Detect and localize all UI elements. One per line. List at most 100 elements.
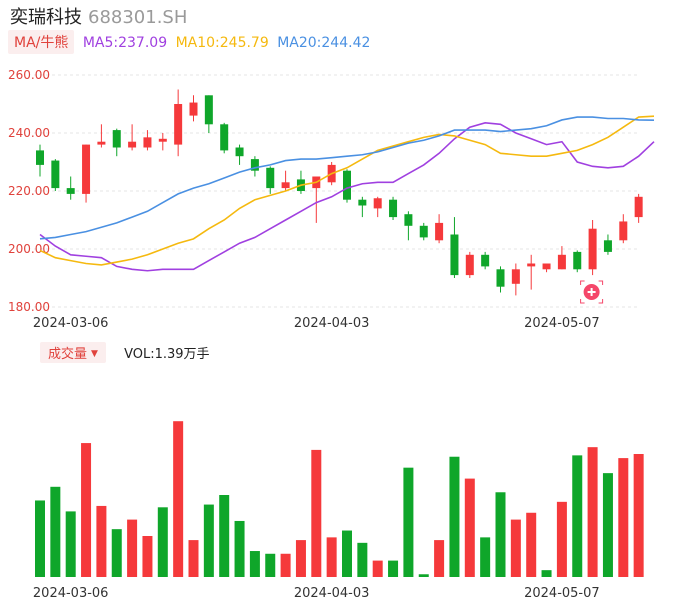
volume-bar <box>65 511 76 577</box>
ma20-legend: MA20:244.42 <box>277 35 371 51</box>
volume-bar <box>403 467 414 577</box>
price-grid <box>34 74 640 308</box>
volume-bar <box>526 512 537 577</box>
x-tick-label: 2024-05-07 <box>524 586 600 601</box>
badge-frame <box>580 280 604 304</box>
volume-bar <box>249 551 260 577</box>
volume-bar <box>388 560 399 577</box>
ma10-legend: MA10:245.79 <box>175 35 269 51</box>
candle-up <box>435 222 444 241</box>
candle-up <box>373 198 382 209</box>
candle-down <box>603 240 612 252</box>
y-tick-label: 220.00 <box>8 184 50 198</box>
volume-bar <box>111 529 122 577</box>
volume-bar <box>618 458 629 577</box>
ma5-legend: MA5:237.09 <box>82 35 168 51</box>
candle-up <box>143 137 152 148</box>
volume-bar <box>434 540 445 577</box>
volume-indicator-label: 成交量 <box>48 347 88 362</box>
date-axis: 2024-03-06 2024-04-03 2024-05-07 <box>33 316 600 331</box>
x-tick-label: 2024-05-07 <box>524 316 600 331</box>
stock-title: 奕瑞科技 688301.SH <box>10 3 187 29</box>
candle-up <box>158 138 167 142</box>
y-tick-label: 180.00 <box>8 300 50 314</box>
y-tick-label: 200.00 <box>8 242 50 256</box>
badge-mark <box>590 288 593 296</box>
volume-bar <box>495 492 506 577</box>
volume-bar <box>510 519 521 577</box>
volume-bar <box>602 473 613 577</box>
candle-up <box>82 144 91 194</box>
candle-down <box>250 159 259 171</box>
ma-toggle-button[interactable]: MA/牛熊 <box>8 30 75 54</box>
candle-down <box>573 251 582 270</box>
candle-down <box>343 170 351 200</box>
candle-down <box>481 254 490 267</box>
volume-bar <box>157 507 168 577</box>
volume-bar <box>188 540 199 577</box>
volume-bar <box>587 447 598 577</box>
stock-name: 奕瑞科技 <box>10 7 82 28</box>
volume-bar <box>541 570 552 577</box>
x-tick-label: 2024-04-03 <box>294 586 370 601</box>
ma5-line <box>39 122 655 272</box>
candle-up <box>542 263 551 270</box>
volume-bar <box>311 449 322 577</box>
volume-bar <box>480 537 491 577</box>
volume-bar <box>219 495 230 577</box>
ma-lines <box>39 115 655 272</box>
volume-bar <box>633 454 644 577</box>
candle-up <box>189 102 198 116</box>
y-tick-label: 240.00 <box>8 126 50 140</box>
candle-up <box>97 141 106 145</box>
candle-down <box>419 225 428 238</box>
candle-up <box>557 254 566 270</box>
candle-up <box>588 228 597 270</box>
candle-up <box>174 104 183 145</box>
volume-bar <box>464 478 475 577</box>
x-tick-label: 2024-04-03 <box>294 316 370 331</box>
candle-up <box>281 182 290 189</box>
candle-up <box>465 254 474 276</box>
caret-down-icon: ▼ <box>91 349 98 359</box>
volume-bar <box>326 537 337 577</box>
stock-code: 688301.SH <box>88 7 188 28</box>
candle-down <box>358 199 367 206</box>
x-tick-label: 2024-03-06 <box>33 586 109 601</box>
volume-legend: 成交量 ▼ VOL:1.39万手 <box>40 342 210 363</box>
volume-bar <box>50 486 61 577</box>
volume-bar <box>142 536 153 577</box>
ma20-line <box>39 116 655 240</box>
volume-date-axis: 2024-03-06 2024-04-03 2024-05-07 <box>33 586 600 601</box>
candle-down <box>266 167 275 189</box>
volume-bar <box>203 504 214 577</box>
x-tick-label: 2024-03-06 <box>33 316 109 331</box>
volume-indicator-button[interactable]: 成交量 ▼ <box>40 342 106 363</box>
candle-up <box>511 269 520 284</box>
volume-bar <box>556 501 567 577</box>
volume-bar <box>280 553 291 577</box>
volume-bar <box>173 421 184 577</box>
candle-down <box>66 188 75 194</box>
volume-bar <box>265 553 276 577</box>
candle-down <box>204 95 213 125</box>
candle-down <box>389 199 398 218</box>
volume-bar <box>81 443 92 577</box>
event-badge-icon[interactable] <box>580 280 604 304</box>
volume-bar <box>372 560 383 577</box>
volume-bar <box>295 540 306 577</box>
candle-up <box>527 263 536 267</box>
volume-bar <box>357 542 368 577</box>
volume-bar <box>418 574 429 577</box>
candle-down <box>450 234 459 276</box>
candle-down <box>404 214 413 226</box>
price-axis: 260.00 240.00 220.00 200.00 180.00 <box>8 68 50 314</box>
candle-up <box>619 221 628 241</box>
volume-bar <box>127 519 138 577</box>
volume-value: VOL:1.39万手 <box>124 347 210 362</box>
volume-bars <box>35 421 644 577</box>
candle-down <box>496 269 505 287</box>
volume-bar <box>96 505 107 577</box>
candle-down <box>112 130 121 148</box>
